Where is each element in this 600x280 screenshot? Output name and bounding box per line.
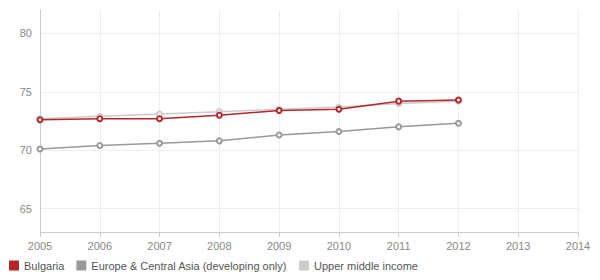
svg-text:2008: 2008 [207, 240, 231, 252]
svg-text:70: 70 [20, 144, 32, 156]
svg-text:2007: 2007 [147, 240, 171, 252]
svg-text:2005: 2005 [28, 240, 52, 252]
svg-text:2012: 2012 [446, 240, 470, 252]
svg-text:2014: 2014 [566, 240, 590, 252]
svg-text:2006: 2006 [88, 240, 112, 252]
svg-text:Europe & Central Asia (develop: Europe & Central Asia (developing only) [91, 260, 286, 272]
svg-text:2013: 2013 [506, 240, 530, 252]
svg-text:80: 80 [20, 27, 32, 39]
svg-text:Upper middle income: Upper middle income [314, 260, 418, 272]
svg-text:2009: 2009 [267, 240, 291, 252]
svg-text:65: 65 [20, 203, 32, 215]
svg-text:75: 75 [20, 86, 32, 98]
svg-text:Bulgaria: Bulgaria [24, 260, 65, 272]
svg-text:2011: 2011 [387, 240, 411, 252]
svg-text:2010: 2010 [327, 240, 351, 252]
